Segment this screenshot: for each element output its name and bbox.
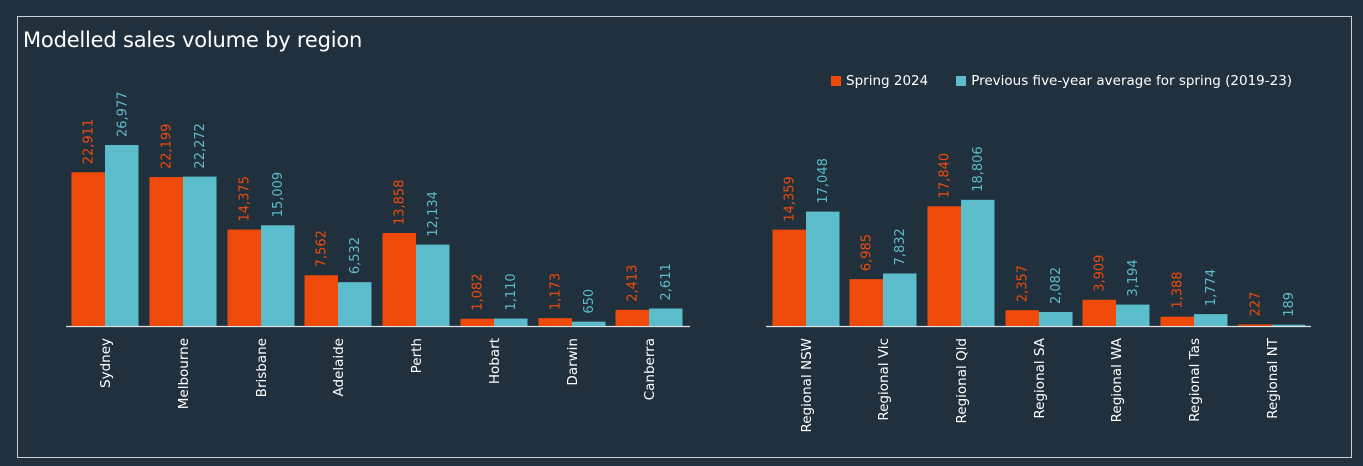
data-label-perth-five-year-avg: 12,134 xyxy=(426,191,441,237)
bar-regional-vic-spring-2024 xyxy=(849,279,883,326)
bar-regional-nt-spring-2024 xyxy=(1238,324,1272,326)
bar-hobart-five-year-avg xyxy=(494,318,528,326)
category-label-perth: Perth xyxy=(409,338,425,373)
bar-darwin-five-year-avg xyxy=(572,321,606,326)
data-label-regional-tas-five-year-avg: 1,774 xyxy=(1204,269,1219,306)
category-label-brisbane: Brisbane xyxy=(254,338,270,397)
bar-regional-tas-five-year-avg xyxy=(1194,314,1228,326)
data-label-adelaide-spring-2024: 7,562 xyxy=(315,230,330,267)
bar-regional-nt-five-year-avg xyxy=(1272,324,1306,326)
bar-canberra-spring-2024 xyxy=(615,309,649,326)
data-label-adelaide-five-year-avg: 6,532 xyxy=(348,237,363,274)
data-label-hobart-five-year-avg: 1,110 xyxy=(504,273,519,310)
category-label-regional-sa: Regional SA xyxy=(1032,337,1048,418)
bar-perth-five-year-avg xyxy=(416,244,450,326)
category-label-regional-nt: Regional NT xyxy=(1265,337,1281,419)
data-label-melbourne-spring-2024: 22,199 xyxy=(160,124,175,170)
bar-regional-wa-spring-2024 xyxy=(1082,299,1116,326)
category-label-adelaide: Adelaide xyxy=(331,338,347,397)
data-label-sydney-spring-2024: 22,911 xyxy=(82,119,97,165)
bar-regional-nsw-five-year-avg xyxy=(806,211,840,326)
bar-regional-tas-spring-2024 xyxy=(1160,316,1194,326)
data-label-regional-nsw-five-year-avg: 17,048 xyxy=(816,158,831,204)
bar-melbourne-spring-2024 xyxy=(149,177,183,326)
data-label-canberra-spring-2024: 2,413 xyxy=(626,265,641,302)
data-label-regional-vic-five-year-avg: 7,832 xyxy=(893,228,908,265)
data-label-regional-wa-five-year-avg: 3,194 xyxy=(1126,259,1141,296)
legend-swatch-spring-2024 xyxy=(831,76,841,86)
category-label-regional-wa: Regional WA xyxy=(1109,337,1125,422)
category-label-regional-vic: Regional Vic xyxy=(876,338,892,421)
data-label-regional-nsw-spring-2024: 14,359 xyxy=(783,176,798,222)
bar-regional-qld-spring-2024 xyxy=(927,206,961,326)
bar-adelaide-five-year-avg xyxy=(338,282,372,326)
data-label-regional-wa-spring-2024: 3,909 xyxy=(1093,255,1108,292)
data-label-hobart-spring-2024: 1,082 xyxy=(471,274,486,311)
bar-brisbane-five-year-avg xyxy=(261,225,295,326)
data-label-regional-nt-spring-2024: 227 xyxy=(1249,292,1264,317)
data-label-regional-tas-spring-2024: 1,388 xyxy=(1171,271,1186,308)
bar-hobart-spring-2024 xyxy=(460,318,494,326)
data-label-canberra-five-year-avg: 2,611 xyxy=(659,263,674,300)
category-label-regional-tas: Regional Tas xyxy=(1187,338,1203,422)
bar-regional-wa-five-year-avg xyxy=(1116,304,1150,326)
data-label-perth-spring-2024: 13,858 xyxy=(393,180,408,226)
data-label-darwin-spring-2024: 1,173 xyxy=(549,273,564,310)
category-label-regional-qld: Regional Qld xyxy=(954,338,970,423)
data-label-regional-sa-five-year-avg: 2,082 xyxy=(1049,267,1064,304)
data-label-brisbane-five-year-avg: 15,009 xyxy=(271,172,286,218)
data-label-sydney-five-year-avg: 26,977 xyxy=(115,92,130,138)
legend: Spring 2024 Previous five-year average f… xyxy=(831,73,1312,89)
bar-darwin-spring-2024 xyxy=(538,318,572,326)
category-label-regional-nsw: Regional NSW xyxy=(799,338,815,433)
legend-label-spring-2024: Spring 2024 xyxy=(846,73,929,89)
data-label-regional-sa-spring-2024: 2,357 xyxy=(1016,265,1031,302)
bar-sydney-spring-2024 xyxy=(71,172,105,326)
bar-regional-qld-five-year-avg xyxy=(961,199,995,326)
chart-title: Modelled sales volume by region xyxy=(23,28,363,52)
legend-item-five-year-avg: Previous five-year average for spring (2… xyxy=(956,73,1292,89)
category-label-melbourne: Melbourne xyxy=(176,338,192,409)
data-label-melbourne-five-year-avg: 22,272 xyxy=(193,123,208,169)
data-label-darwin-five-year-avg: 650 xyxy=(582,289,597,314)
bar-melbourne-five-year-avg xyxy=(183,176,217,326)
legend-swatch-five-year-avg xyxy=(956,76,967,86)
category-label-canberra: Canberra xyxy=(642,338,658,400)
bar-regional-sa-five-year-avg xyxy=(1039,312,1073,326)
bar-adelaide-spring-2024 xyxy=(304,275,338,326)
bar-sydney-five-year-avg xyxy=(105,145,139,326)
data-label-regional-qld-spring-2024: 17,840 xyxy=(938,153,953,199)
data-label-regional-vic-spring-2024: 6,985 xyxy=(860,234,875,271)
data-label-regional-qld-five-year-avg: 18,806 xyxy=(971,146,986,192)
legend-label-five-year-avg: Previous five-year average for spring (2… xyxy=(971,73,1293,89)
bar-regional-vic-five-year-avg xyxy=(883,273,917,326)
bar-regional-nsw-spring-2024 xyxy=(772,229,806,326)
category-label-hobart: Hobart xyxy=(487,338,503,384)
category-label-sydney: Sydney xyxy=(98,338,114,388)
chart-frame xyxy=(17,16,1352,458)
bar-canberra-five-year-avg xyxy=(649,308,683,326)
category-label-darwin: Darwin xyxy=(565,338,581,386)
bar-brisbane-spring-2024 xyxy=(227,229,261,326)
legend-item-spring-2024: Spring 2024 xyxy=(831,73,928,89)
data-label-regional-nt-five-year-avg: 189 xyxy=(1282,292,1297,317)
data-label-brisbane-spring-2024: 14,375 xyxy=(238,176,253,222)
bar-regional-sa-spring-2024 xyxy=(1005,310,1039,326)
bar-perth-spring-2024 xyxy=(382,233,416,326)
